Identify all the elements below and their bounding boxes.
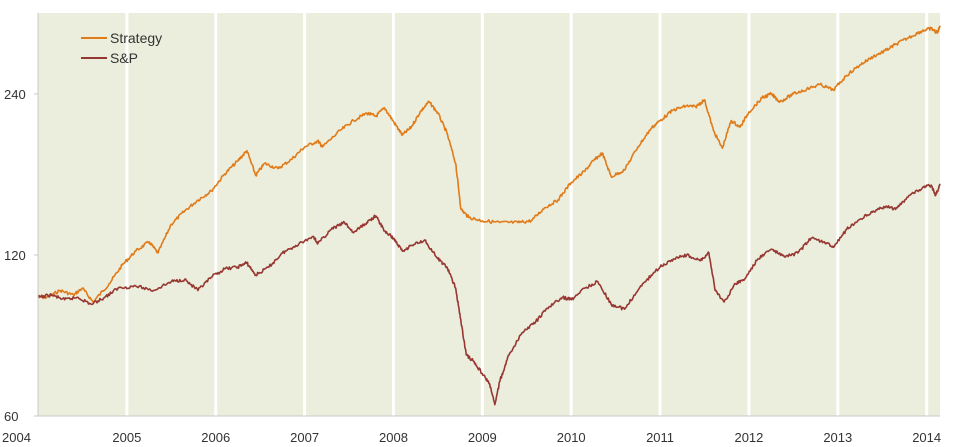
x-tick-label: 2005 [112,430,141,445]
series-lines [37,25,941,406]
x-tick-label: 2008 [379,430,408,445]
legend-label: Strategy [110,30,162,46]
gridlines [125,13,929,416]
plot-background [38,13,940,416]
legend: Strategy S&P [81,30,162,66]
y-tick-label: 60 [4,409,18,424]
x-tick-label: 2010 [557,430,586,445]
y-tick-label: 120 [4,248,26,263]
x-tick-label: 2013 [823,430,852,445]
legend-label: S&P [110,50,138,66]
series-line-s-p [37,183,941,406]
x-tick-label: 2011 [646,430,674,445]
y-tick-labels: 60 120 240 [4,87,38,424]
x-tick-label: 2006 [201,430,230,445]
x-tick-label: 2004 [2,430,31,445]
x-tick-labels: 2004 2005 2006 2007 2008 2009 2010 2011 2012 2013… [2,430,941,445]
x-tick-label: 2014 [912,430,941,445]
series-line-strategy [37,25,941,303]
y-tick-label: 240 [4,87,26,102]
x-tick-label: 2012 [734,430,763,445]
x-tick-label: 2007 [290,430,319,445]
x-tick-label: 2009 [468,430,497,445]
